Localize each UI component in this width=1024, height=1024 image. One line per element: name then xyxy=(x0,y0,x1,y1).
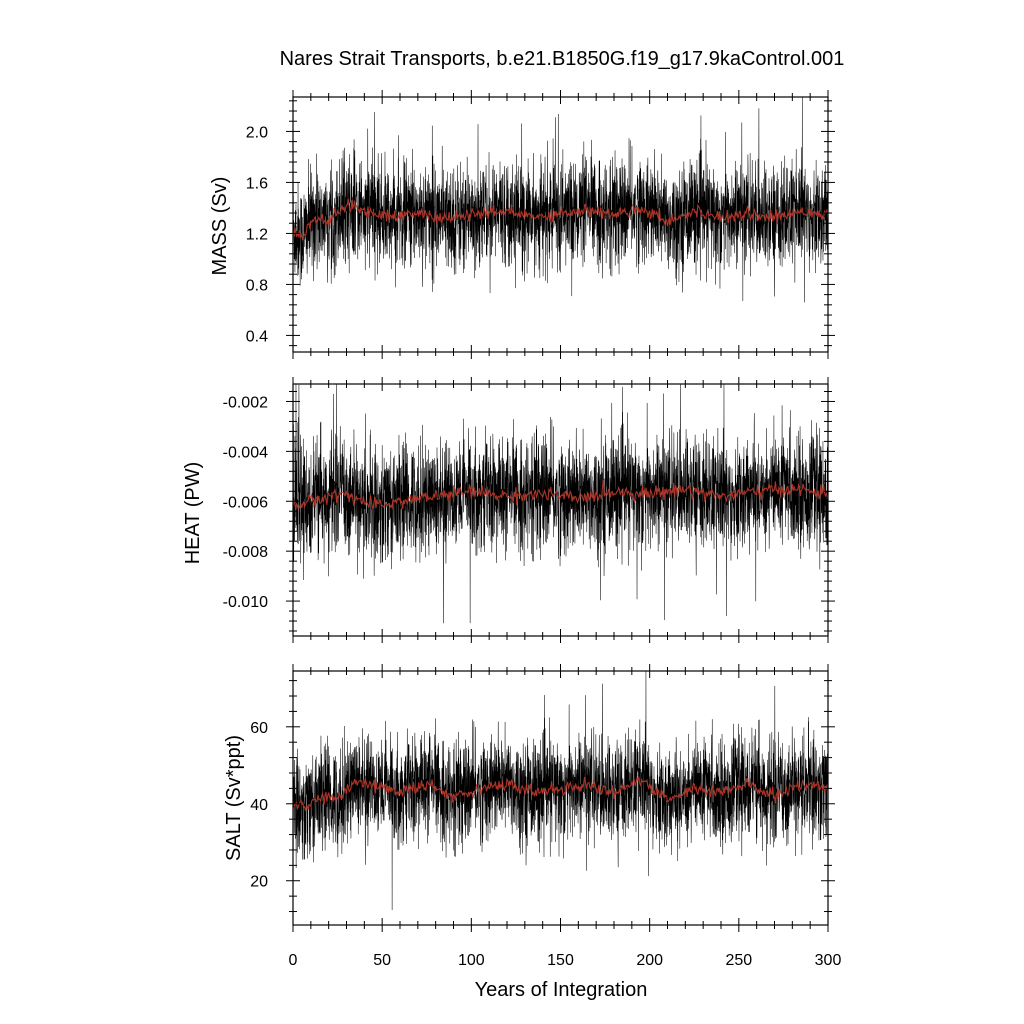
mass-raw-series xyxy=(292,96,829,303)
mass-smoothed-series xyxy=(292,198,829,241)
mass-y-tick-label: 0.8 xyxy=(246,277,268,294)
heat-y-tick-label: -0.004 xyxy=(223,444,268,461)
mass-axis-title: MASS (Sv) xyxy=(209,177,231,276)
mass-y-tick-label: 1.6 xyxy=(246,175,268,192)
x-tick-label: 150 xyxy=(547,952,574,969)
heat-axis-title: HEAT (PW) xyxy=(182,462,204,565)
x-tick-label: 50 xyxy=(373,952,391,969)
x-tick-label: 250 xyxy=(725,952,752,969)
mass-y-tick-label: 2.0 xyxy=(246,124,268,141)
heat-y-tick-label: -0.006 xyxy=(223,494,268,511)
x-tick-label: 0 xyxy=(289,952,298,969)
x-axis-title: Years of Integration xyxy=(475,979,648,1001)
salt-y-tick-label: 60 xyxy=(250,720,268,737)
mass-y-tick-label: 1.2 xyxy=(246,226,268,243)
heat-y-tick-label: -0.002 xyxy=(223,394,268,411)
salt-smoothed-series xyxy=(292,775,829,811)
salt-y-tick-label: 40 xyxy=(250,797,268,814)
x-tick-label: 100 xyxy=(458,952,485,969)
chart-title: Nares Strait Transports, b.e21.B1850G.f1… xyxy=(280,48,845,70)
heat-panel: -0.010 -0.008 -0.006 -0.004 -0.002 xyxy=(223,377,835,643)
heat-y-tick-label: -0.008 xyxy=(223,544,268,561)
x-tick-label: 300 xyxy=(815,952,842,969)
heat-y-tick-label: -0.010 xyxy=(223,594,268,611)
heat-raw-series xyxy=(292,383,829,624)
heat-smoothed-series xyxy=(292,479,829,511)
x-tick-label: 200 xyxy=(636,952,663,969)
salt-axis-title: SALT (Sv*ppt) xyxy=(223,735,245,861)
mass-y-tick-label: 0.4 xyxy=(246,328,268,345)
salt-y-tick-label: 20 xyxy=(250,874,268,891)
salt-raw-series xyxy=(292,670,829,910)
mass-panel: 0.4 0.8 1.2 1.6 2.0 xyxy=(246,90,835,359)
salt-panel: 20 40 60 0 50 100 150 200 250 300 xyxy=(250,664,841,969)
